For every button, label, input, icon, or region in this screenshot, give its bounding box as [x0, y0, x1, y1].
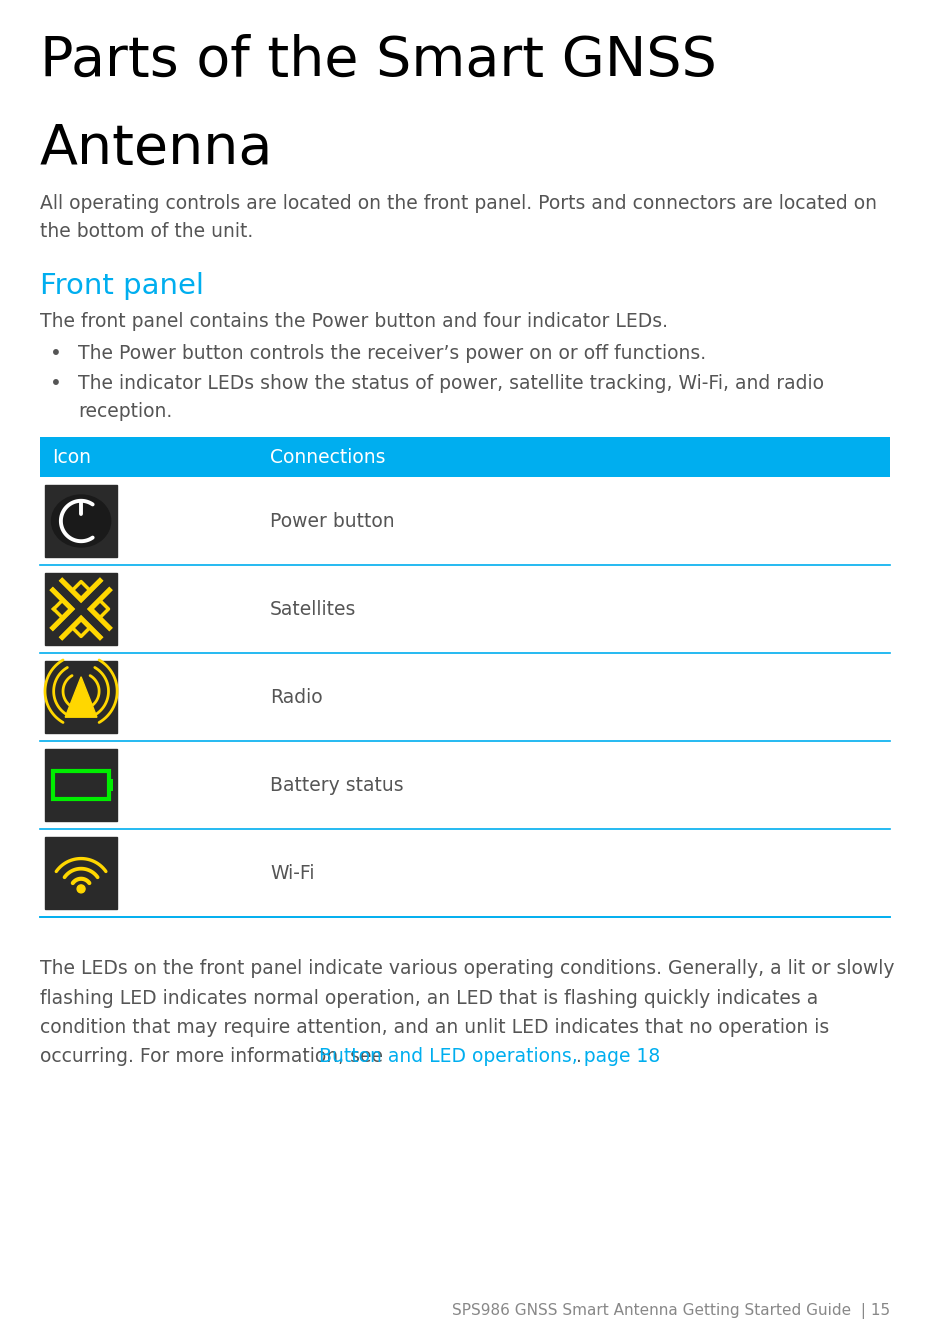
- Text: the bottom of the unit.: the bottom of the unit.: [40, 222, 253, 241]
- Text: Icon: Icon: [52, 448, 91, 466]
- Bar: [45, 573, 117, 645]
- Text: Wi-Fi: Wi-Fi: [270, 863, 314, 883]
- Bar: [40, 829, 890, 917]
- Bar: [53, 770, 109, 800]
- Text: Satellites: Satellites: [270, 599, 356, 618]
- Bar: [40, 741, 890, 829]
- Polygon shape: [65, 677, 97, 718]
- Text: Button and LED operations, page 18: Button and LED operations, page 18: [319, 1047, 660, 1067]
- Bar: [40, 477, 890, 564]
- Bar: [45, 485, 117, 556]
- Text: The front panel contains the Power button and four indicator LEDs.: The front panel contains the Power butto…: [40, 312, 668, 331]
- FancyBboxPatch shape: [40, 437, 890, 477]
- Text: Antenna: Antenna: [40, 122, 273, 176]
- Text: Battery status: Battery status: [270, 775, 404, 794]
- Text: Radio: Radio: [270, 688, 323, 707]
- Text: •: •: [50, 374, 62, 392]
- Bar: [40, 564, 890, 653]
- Text: flashing LED indicates normal operation, an LED that is flashing quickly indicat: flashing LED indicates normal operation,…: [40, 988, 818, 1008]
- Text: The LEDs on the front panel indicate various operating conditions. Generally, a : The LEDs on the front panel indicate var…: [40, 960, 895, 978]
- Text: Power button: Power button: [270, 512, 394, 531]
- Ellipse shape: [51, 495, 111, 547]
- Bar: [40, 653, 890, 741]
- Text: .: .: [576, 1047, 582, 1067]
- Text: Front panel: Front panel: [40, 271, 204, 300]
- Bar: [109, 780, 113, 790]
- Text: SPS986 GNSS Smart Antenna Getting Started Guide  | 15: SPS986 GNSS Smart Antenna Getting Starte…: [452, 1302, 890, 1318]
- Circle shape: [77, 884, 85, 892]
- Text: occurring. For more information, see: occurring. For more information, see: [40, 1047, 389, 1067]
- Text: The Power button controls the receiver’s power on or off functions.: The Power button controls the receiver’s…: [78, 344, 706, 363]
- Bar: [45, 749, 117, 821]
- Bar: [45, 661, 117, 732]
- Text: The indicator LEDs show the status of power, satellite tracking, Wi-Fi, and radi: The indicator LEDs show the status of po…: [78, 374, 824, 392]
- Text: reception.: reception.: [78, 402, 172, 421]
- Bar: [45, 837, 117, 909]
- Text: condition that may require attention, and an unlit LED indicates that no operati: condition that may require attention, an…: [40, 1017, 830, 1038]
- Text: All operating controls are located on the front panel. Ports and connectors are : All operating controls are located on th…: [40, 194, 877, 212]
- Text: Parts of the Smart GNSS: Parts of the Smart GNSS: [40, 34, 717, 87]
- Text: •: •: [50, 344, 62, 363]
- Text: Connections: Connections: [270, 448, 386, 466]
